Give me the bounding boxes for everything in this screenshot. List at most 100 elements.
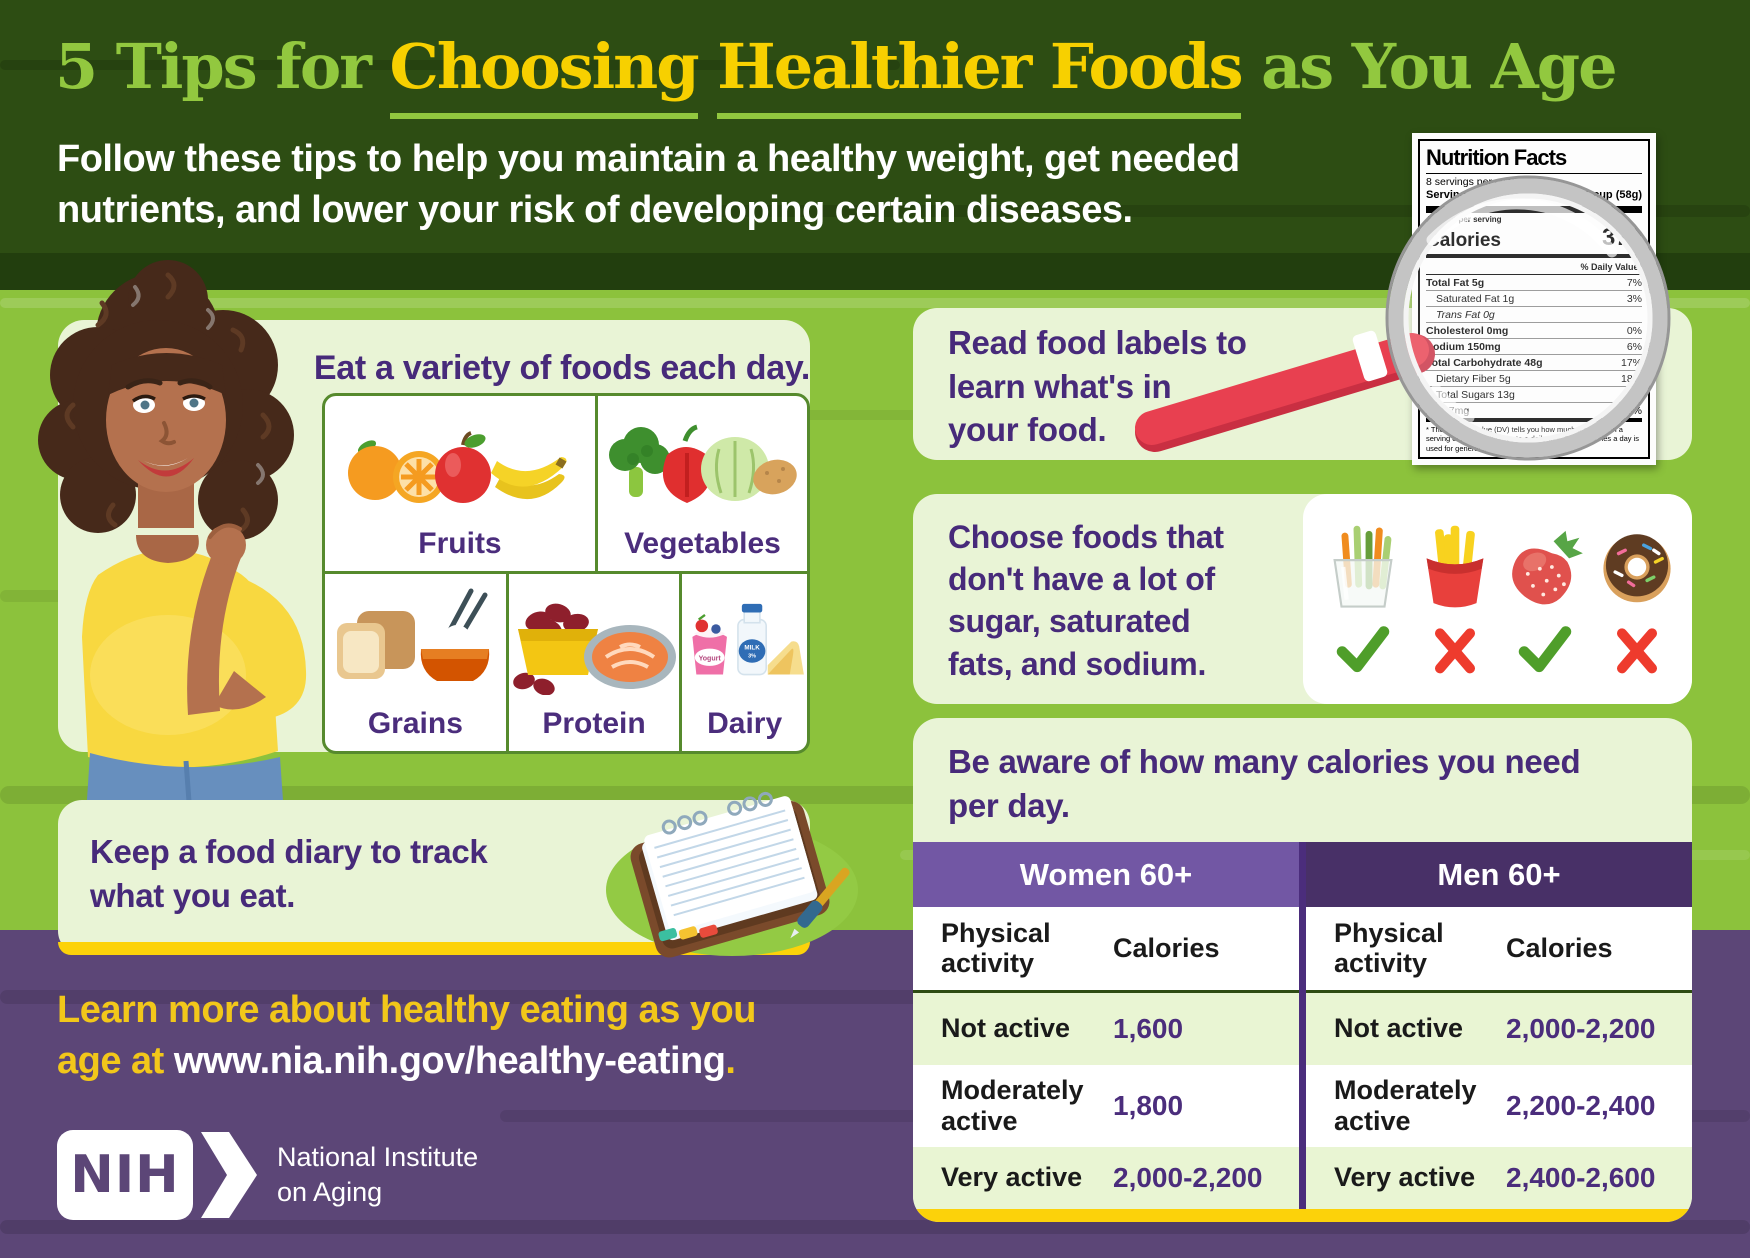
choose-item-strawberry [1499,524,1591,680]
milk-percent: 3% [748,654,756,660]
serving-size-value: 1 cup (58g) [1583,189,1642,201]
read-labels-text: Read food labels to learn what's in your… [948,321,1247,452]
food-cell-grains: Grains [325,574,506,752]
learn-more-text: Learn more about healthy eating as you a… [57,985,756,1088]
nf-row-name: Cholesterol 0mg [1426,324,1509,337]
calories-cell: 2,400-2,600 [1506,1162,1656,1193]
title-highlight-healthier-foods: Healthier Foods [717,30,1243,119]
nf-row-value: 0% [1626,324,1642,337]
food-group-grid: Fruits [322,393,810,754]
dairy-icon: MILK 3% Yogurt [692,604,804,676]
choose-item-donut [1591,524,1683,680]
food-label-grains: Grains [367,707,463,740]
table-row: Very active 2,000-2,200 [913,1147,1299,1209]
choose-item-french-fries [1409,524,1501,680]
fruits-icon [347,431,567,504]
calories-value: 370 [1601,224,1642,251]
milk-label: MILK [744,645,760,652]
col-header-calories: Calories [1506,932,1613,963]
check-icon [1499,625,1591,680]
table-row: Very active 2,400-2,600 [1306,1147,1692,1209]
activity-cell: Moderately active [941,1074,1084,1136]
choose-line: don't have a lot of [948,561,1215,598]
nih-logo: NIH [57,1130,193,1220]
activity-cell: Moderately active [1334,1074,1477,1136]
nih-org-line: on Aging [277,1177,383,1207]
food-label-protein: Protein [542,707,646,740]
food-label-vegetables: Vegetables [624,526,781,560]
calories-cell: 2,000-2,200 [1506,1013,1656,1044]
diary-line: Keep a food diary to track [90,833,488,870]
nf-row-name: Saturated Fat 1g [1436,292,1515,305]
table-row: Not active 1,600 [913,993,1299,1065]
title-prefix: 5 Tips for [55,30,372,103]
read-line: Read food labels to [948,324,1247,361]
col-header-activity: Physical activity [941,917,1051,978]
vegetables-icon [609,424,798,504]
read-line: your food. [948,411,1107,449]
check-icon [1317,625,1409,680]
table-row: Not active 2,000-2,200 [1306,993,1692,1065]
serving-size-label: Serving size [1426,189,1491,201]
read-line: learn what's in [948,367,1172,405]
nutrition-facts-label: Nutrition Facts 8 servings per container… [1412,133,1656,466]
yogurt-label: Yogurt [698,656,721,663]
nf-row-value: 100% [1615,404,1642,417]
nih-org-name: National Institute on Aging [277,1140,478,1210]
title-suffix: as You Age [1261,30,1617,103]
choose-item-vegetable-sticks [1317,524,1409,680]
donut-icon [1603,534,1671,603]
calories-heading: Be aware of how many calories you need p… [948,740,1581,827]
subtitle-line: Follow these tips to help you maintain a… [57,138,1240,180]
cross-icon [1591,625,1683,680]
cross-icon [1409,625,1501,680]
vegetable-sticks-icon [1333,525,1393,608]
learn-more-url: www.nia.nih.gov/healthy-eating [173,1040,726,1083]
table-row: Moderately active 2,200-2,400 [1306,1065,1692,1147]
servings-per-container: 8 servings per container [1426,176,1539,188]
nf-row-name: Sodium 150mg [1426,340,1501,353]
choose-foods-text: Choose foods that don't have a lot of su… [948,516,1224,685]
tip-card-choose-foods: Choose foods that don't have a lot of su… [913,494,1692,704]
food-diary-icon [606,791,858,958]
nf-row-value: 6% [1626,340,1642,353]
food-label-dairy: Dairy [707,707,783,740]
nf-row-name: Dietary Fiber 5g [1436,372,1511,385]
col-header-activity: Physical activity [1334,917,1444,978]
nf-row-name: Zinc 7mg [1426,404,1470,417]
nf-row-name: Total Sugars 13g [1436,388,1515,401]
calorie-table: Women 60+ Physical activity Calories Not… [913,842,1692,1209]
french-fries-icon [1426,525,1484,608]
subtitle: Follow these tips to help you maintain a… [57,134,1240,237]
food-cell-vegetables: Vegetables [594,396,807,571]
food-cell-protein: Protein [505,573,680,751]
amount-per-serving: Amount per serving [1426,215,1502,224]
nf-row-name: Total Carbohydrate 48g [1426,356,1543,369]
food-cell-fruits: Fruits [325,396,595,571]
nf-row-value: 17% [1620,356,1642,369]
nf-row-name: Trans Fat 0g [1436,308,1495,321]
choose-line: Choose foods that [948,519,1224,555]
tip-card-calories: Be aware of how many calories you need p… [913,718,1692,1222]
diary-line: what you eat. [90,876,296,914]
nih-logo-block: NIH National Institute on Aging [57,1128,478,1222]
column-header-men: Men 60+ [1306,842,1692,907]
food-label-fruits: Fruits [418,526,502,560]
page-title: 5 Tips for Choosing Healthier Foods as Y… [55,30,1735,119]
nutrition-footnote: * The % Daily Value (DV) tells you how m… [1426,425,1640,453]
tip-card-variety: Eat a variety of foods each day. [58,320,810,754]
nf-row-value: 3% [1626,292,1642,305]
calories-heading-line: per day. [948,786,1070,824]
activity-cell: Not active [1334,1013,1464,1044]
calories-label: Calories [1426,230,1501,251]
nf-row-name: Total Fat 5g [1426,276,1485,289]
nf-row-value: 18% [1620,372,1642,385]
table-divider [1299,842,1306,1209]
calorie-column-women: Women 60+ Physical activity Calories Not… [913,842,1299,1209]
col-header-calories: Calories [1113,932,1220,963]
calorie-column-men: Men 60+ Physical activity Calories Not a… [1306,842,1692,1209]
nih-org-line: National Institute [277,1141,479,1172]
subtitle-line: nutrients, and lower your risk of develo… [57,189,1133,232]
protein-icon [513,603,676,696]
